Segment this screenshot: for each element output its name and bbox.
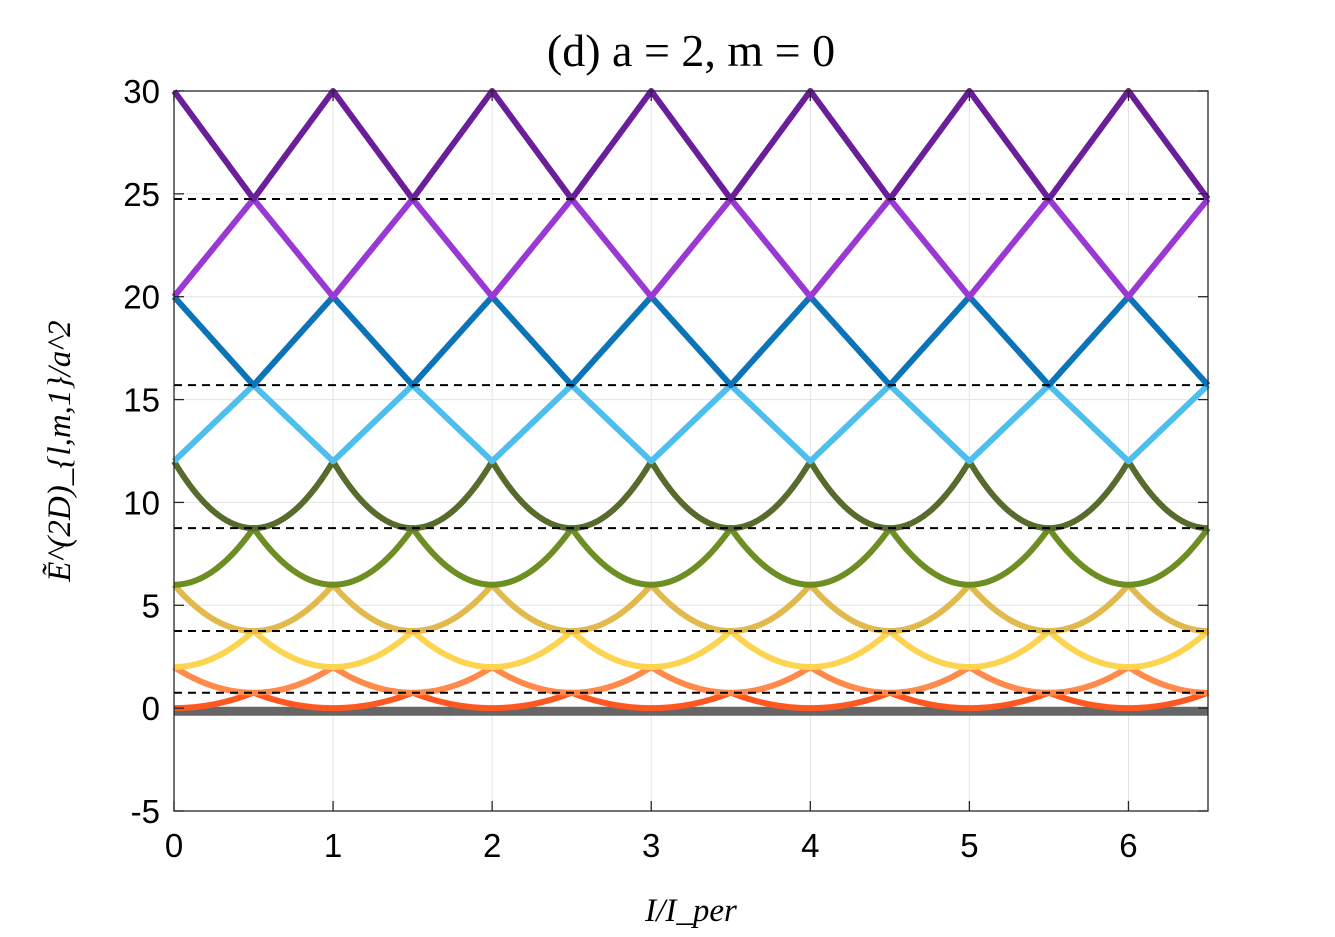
series-line-4 [171, 581, 1210, 634]
x-tick-label: 2 [483, 827, 501, 864]
y-axis-label: Ẽ^(2D)_{l,m,1}/a^2 [41, 320, 78, 582]
y-tick-label: -5 [131, 793, 160, 830]
plot-frame [173, 90, 1209, 812]
x-tick-label: 1 [324, 827, 342, 864]
y-tick-label: 15 [123, 382, 160, 419]
series-line-3 [172, 628, 1211, 670]
series-line-2 [172, 664, 1210, 696]
y-tick-label: 25 [123, 176, 160, 213]
series-line-5 [172, 525, 1211, 588]
y-tick-label: 30 [123, 73, 160, 110]
series-line-1 [172, 689, 1210, 712]
x-tick-label: 5 [960, 827, 978, 864]
x-tick-label: 0 [165, 827, 183, 864]
grid [173, 90, 1208, 812]
y-tick-label: 10 [123, 484, 160, 521]
x-tick-label: 4 [801, 827, 819, 864]
x-tick-label: 3 [642, 827, 660, 864]
reference-lines [174, 198, 1208, 694]
series-line-10 [171, 88, 1211, 202]
y-tick-label: 0 [142, 690, 160, 727]
chart-title: (d) a = 2, m = 0 [547, 25, 835, 76]
series-line-9 [171, 196, 1211, 300]
y-tick-label: 5 [142, 587, 160, 624]
x-tick-label: 6 [1119, 827, 1137, 864]
x-axis-label: I/I_per [644, 893, 737, 929]
series-group [171, 88, 1211, 716]
y-tick-label: 20 [123, 279, 160, 316]
series-line-8 [171, 293, 1211, 389]
series-line-6 [171, 458, 1210, 532]
series-line-7 [171, 382, 1211, 465]
